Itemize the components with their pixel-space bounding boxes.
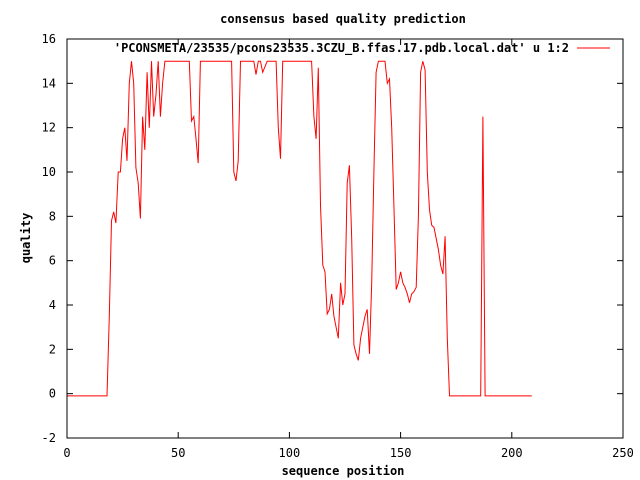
y-tick-label: 0	[49, 387, 56, 401]
axis-tick-labels: 0 50 100 150 200 250 -2 0 2 4 6 8 10 12 14 16	[42, 32, 634, 460]
x-tick-label: 100	[279, 446, 301, 460]
x-tick-label: 150	[390, 446, 412, 460]
y-tick-label: -2	[42, 431, 56, 445]
y-tick-label: 10	[42, 165, 56, 179]
legend: 'PCONSMETA/23535/pcons23535.3CZU_B.ffas.…	[114, 41, 610, 56]
y-tick-label: 8	[49, 209, 56, 223]
x-tick-label: 50	[171, 446, 185, 460]
y-axis-label: quality	[19, 213, 33, 264]
series-line	[67, 60, 532, 397]
y-tick-label: 6	[49, 254, 56, 268]
y-tick-label: 2	[49, 342, 56, 356]
legend-label: 'PCONSMETA/23535/pcons23535.3CZU_B.ffas.…	[114, 41, 569, 56]
plot-frame	[66, 38, 624, 439]
y-tick-label: 16	[42, 32, 56, 46]
chart-title: consensus based quality prediction	[220, 12, 466, 26]
x-axis-label: sequence position	[282, 464, 405, 478]
y-tick-label: 14	[42, 76, 56, 90]
y-tick-label: 4	[49, 298, 56, 312]
x-tick-label: 250	[612, 446, 634, 460]
x-tick-label: 0	[63, 446, 70, 460]
x-tick-label: 200	[501, 446, 523, 460]
y-tick-label: 12	[42, 121, 56, 135]
series-layer	[67, 60, 532, 397]
